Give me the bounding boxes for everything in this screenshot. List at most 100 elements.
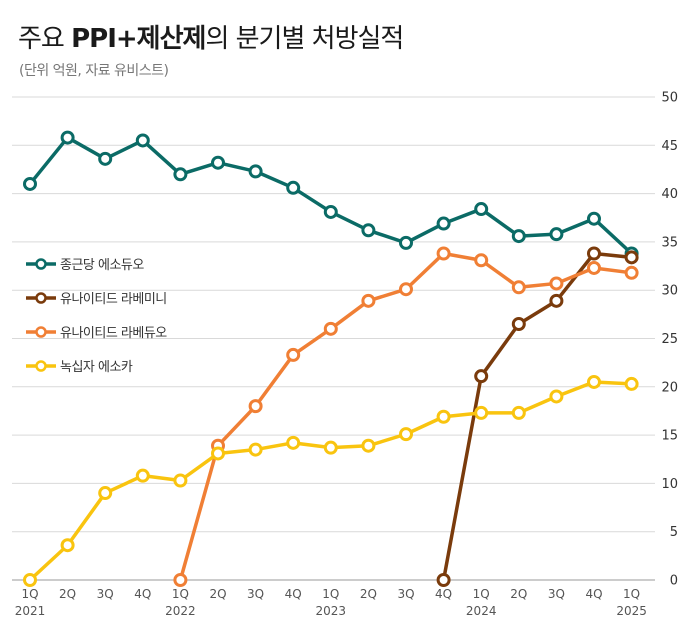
title-bold: PPI+제산제 <box>71 24 206 54</box>
data-point <box>399 282 413 297</box>
data-point <box>399 235 413 250</box>
x-tick-label: 4Q <box>134 587 151 601</box>
data-point <box>98 486 113 501</box>
x-tick-label: 3Q <box>548 587 565 601</box>
data-point <box>474 202 489 217</box>
series-line <box>28 380 632 582</box>
legend-item: 종근당 에소듀오 <box>26 258 145 273</box>
data-point <box>135 133 150 148</box>
legend-label: 유나이티드 라베듀오 <box>60 326 167 341</box>
data-point <box>323 321 338 336</box>
data-point <box>286 435 301 450</box>
x-tick-label: 2Q <box>360 587 377 601</box>
data-point <box>248 164 263 179</box>
legend-label: 녹십자 에소카 <box>60 360 133 375</box>
data-point <box>399 427 413 442</box>
y-tick-label: 5 <box>670 525 678 540</box>
series-line <box>28 135 633 255</box>
data-point <box>361 223 376 238</box>
data-point <box>474 405 489 420</box>
data-point <box>173 473 188 488</box>
x-year-label: 2024 <box>466 604 497 618</box>
y-tick-label: 25 <box>661 332 678 347</box>
series-0 <box>23 130 639 261</box>
y-tick-label: 0 <box>670 574 678 589</box>
x-tick-label: 2Q <box>59 587 76 601</box>
data-point <box>211 155 225 170</box>
y-tick-label: 20 <box>661 380 678 395</box>
data-point <box>624 265 639 280</box>
x-tick-label: 4Q <box>585 587 602 601</box>
data-point <box>511 317 526 332</box>
data-point <box>587 246 601 261</box>
series-3 <box>23 374 639 587</box>
x-tick-label: 4Q <box>435 587 452 601</box>
y-tick-label: 40 <box>661 187 678 202</box>
x-tick-label: 1Q <box>623 587 640 601</box>
legend-swatch-marker <box>35 360 47 372</box>
data-point <box>361 438 376 453</box>
y-tick-label: 15 <box>661 429 678 444</box>
chart-subtitle: (단위 억원, 자료 유비스트) <box>19 63 169 79</box>
y-axis-ticks: 0 5 10 15 20 25 30 35 40 45 50 <box>661 91 678 589</box>
data-point <box>587 211 601 226</box>
data-point <box>436 573 451 587</box>
data-point <box>248 399 263 414</box>
data-point <box>474 253 489 268</box>
x-tick-label: 3Q <box>397 587 414 601</box>
data-point <box>624 376 639 391</box>
legend-label: 유나이티드 라베미니 <box>60 292 167 307</box>
x-year-label: 2021 <box>15 604 46 618</box>
legend-swatch-marker <box>35 292 47 304</box>
y-tick-label: 10 <box>661 477 678 492</box>
data-point <box>549 389 564 404</box>
data-point <box>587 374 601 389</box>
data-point <box>173 573 188 587</box>
legend-swatch-marker <box>35 326 47 338</box>
series-lines <box>23 130 639 587</box>
data-point <box>511 405 526 420</box>
data-point <box>286 180 301 195</box>
data-point <box>323 204 338 219</box>
y-tick-label: 50 <box>661 91 678 106</box>
data-point <box>286 347 301 362</box>
y-tick-label: 45 <box>661 139 678 154</box>
data-point <box>474 369 489 384</box>
data-point <box>23 573 37 587</box>
data-point <box>135 468 150 483</box>
chart-title: 주요 PPI+제산제의 분기별 처방실적 <box>18 18 404 55</box>
legend-item: 유나이티드 라베미니 <box>26 292 167 307</box>
data-point <box>549 293 564 308</box>
y-tick-label: 35 <box>661 235 678 250</box>
data-point <box>549 227 564 242</box>
title-prefix: 주요 <box>18 24 72 54</box>
data-point <box>23 176 37 191</box>
x-year-label: 2022 <box>165 604 196 618</box>
x-tick-label: 4Q <box>285 587 302 601</box>
legend-swatch-marker <box>35 258 47 270</box>
legend-item: 유나이티드 라베듀오 <box>26 326 168 341</box>
x-year-label: 2025 <box>616 604 647 618</box>
x-tick-label: 2Q <box>209 587 226 601</box>
data-point <box>624 250 639 265</box>
data-point <box>511 280 526 295</box>
data-point <box>361 293 376 308</box>
data-point <box>511 229 526 244</box>
data-point <box>60 130 75 145</box>
legend-item: 녹십자 에소카 <box>26 360 133 375</box>
x-axis-ticks: 1Q 2Q 3Q 4Q 1Q 2Q 3Q 4Q 1Q 2Q 3Q 4Q 1Q 2Q 3Q 4Q 1Q 2021 20… <box>15 587 647 618</box>
x-tick-label: 1Q <box>473 587 490 601</box>
x-tick-label: 1Q <box>21 587 38 601</box>
x-tick-label: 3Q <box>247 587 264 601</box>
data-point <box>587 260 601 275</box>
x-tick-label: 1Q <box>172 587 189 601</box>
data-point <box>436 246 451 261</box>
legend-label: 종근당 에소듀오 <box>60 258 144 273</box>
grid-lines <box>12 96 655 581</box>
data-point <box>323 440 338 455</box>
data-point <box>98 151 113 166</box>
series-line <box>178 251 632 581</box>
series-2 <box>173 246 639 587</box>
